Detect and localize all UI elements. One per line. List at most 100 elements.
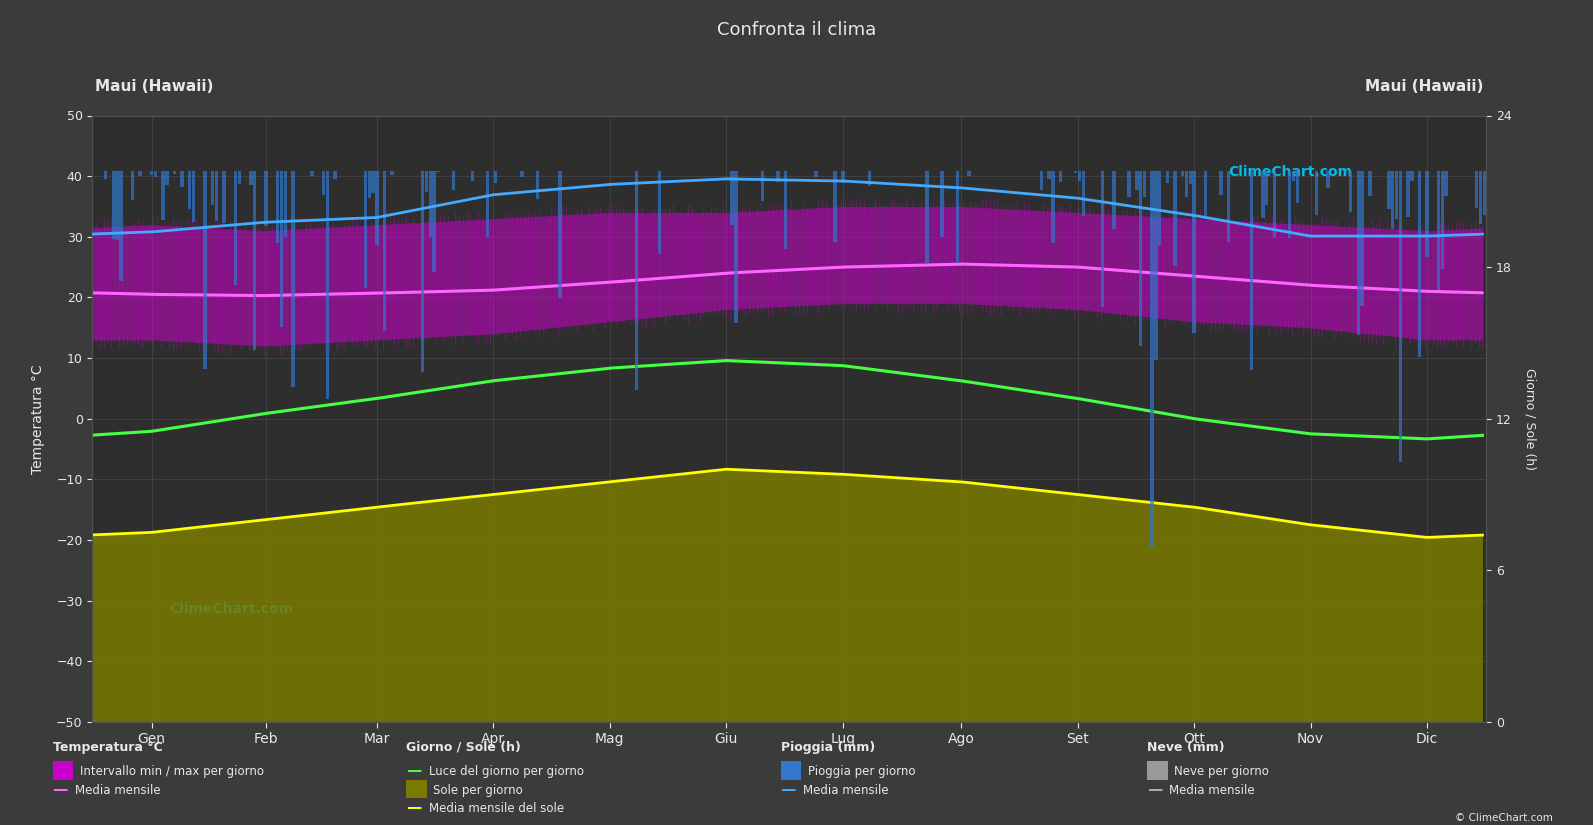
Bar — [1391, 171, 1394, 229]
Bar — [1204, 171, 1207, 219]
Bar — [172, 171, 177, 174]
Bar — [249, 171, 253, 185]
Bar — [1483, 171, 1486, 215]
Bar — [494, 171, 497, 183]
Bar — [1295, 171, 1298, 203]
Bar — [429, 171, 432, 237]
Bar — [188, 171, 191, 209]
Text: © ClimeChart.com: © ClimeChart.com — [1456, 813, 1553, 823]
Text: Giorno / Sole (h): Giorno / Sole (h) — [406, 741, 521, 754]
Bar — [150, 171, 153, 175]
Bar — [264, 171, 268, 226]
Bar — [1407, 171, 1410, 217]
Bar — [486, 171, 489, 237]
Bar — [161, 171, 164, 220]
Bar — [535, 171, 538, 199]
Text: Media mensile del sole: Media mensile del sole — [429, 802, 564, 815]
Bar — [119, 171, 123, 281]
Bar — [276, 171, 279, 243]
Bar — [1185, 171, 1188, 197]
Text: Media mensile: Media mensile — [803, 784, 889, 797]
Bar — [730, 171, 734, 225]
Bar — [390, 171, 393, 175]
Bar — [784, 171, 787, 249]
Bar — [368, 171, 371, 198]
Bar — [1150, 171, 1153, 548]
Bar — [1059, 171, 1063, 182]
Bar — [1426, 171, 1429, 257]
Text: —: — — [406, 763, 422, 779]
Bar — [234, 171, 237, 285]
Bar — [776, 171, 779, 182]
Bar — [1314, 171, 1317, 215]
Bar — [1040, 171, 1043, 191]
Bar — [425, 171, 429, 192]
Bar — [1158, 171, 1161, 247]
Bar — [1395, 171, 1399, 219]
Bar — [1219, 171, 1222, 195]
Text: —: — — [53, 781, 68, 797]
Bar — [1418, 171, 1421, 357]
Text: —: — — [1147, 781, 1163, 797]
Text: Media mensile: Media mensile — [1169, 784, 1255, 797]
Bar — [1357, 171, 1360, 335]
Bar — [1139, 171, 1142, 346]
Bar — [734, 171, 738, 323]
Y-axis label: Temperatura °C: Temperatura °C — [30, 364, 45, 474]
Bar — [421, 171, 424, 372]
Bar — [1399, 171, 1402, 462]
Bar — [470, 171, 475, 181]
Bar — [237, 171, 241, 184]
Bar — [1388, 171, 1391, 209]
Text: —: — — [781, 781, 796, 797]
Bar — [1262, 171, 1265, 219]
Text: ClimeChart.com: ClimeChart.com — [169, 601, 293, 615]
Bar — [833, 171, 836, 242]
Bar — [1287, 171, 1292, 238]
Text: —: — — [406, 799, 422, 815]
Bar — [280, 171, 284, 327]
Bar — [382, 171, 386, 331]
Bar — [204, 171, 207, 369]
Bar — [1155, 171, 1158, 360]
Bar — [1112, 171, 1115, 229]
Bar — [166, 171, 169, 185]
Bar — [1188, 171, 1192, 184]
Bar — [333, 171, 336, 179]
Bar — [1082, 171, 1085, 216]
Bar — [1440, 171, 1445, 269]
Text: Media mensile: Media mensile — [75, 784, 161, 797]
Text: ClimeChart.com: ClimeChart.com — [1228, 165, 1352, 179]
Bar — [1051, 171, 1055, 243]
Bar — [1180, 171, 1184, 176]
Bar — [1445, 171, 1448, 196]
Bar — [636, 171, 639, 389]
Bar — [116, 171, 119, 240]
Bar — [658, 171, 661, 254]
Text: Maui (Hawaii): Maui (Hawaii) — [1365, 79, 1483, 94]
Text: Temperatura °C: Temperatura °C — [53, 741, 162, 754]
Text: Neve (mm): Neve (mm) — [1147, 741, 1225, 754]
Bar — [1166, 171, 1169, 183]
Bar — [432, 171, 436, 271]
Bar — [1078, 171, 1082, 182]
Bar — [1101, 171, 1104, 307]
Bar — [311, 171, 314, 177]
Bar — [1368, 171, 1372, 196]
Bar — [1273, 171, 1276, 238]
Text: Intervallo min / max per giorno: Intervallo min / max per giorno — [80, 766, 264, 779]
Bar — [371, 171, 374, 193]
Bar — [1128, 171, 1131, 197]
Bar — [104, 171, 107, 179]
Y-axis label: Giorno / Sole (h): Giorno / Sole (h) — [1525, 368, 1537, 469]
Bar — [436, 171, 440, 172]
Bar — [841, 171, 844, 183]
Text: Confronta il clima: Confronta il clima — [717, 21, 876, 39]
Bar — [139, 171, 142, 176]
Bar — [1292, 171, 1295, 182]
Bar — [1136, 171, 1139, 191]
Bar — [868, 171, 871, 186]
Bar — [1325, 171, 1330, 188]
Bar — [1475, 171, 1478, 208]
Bar — [926, 171, 929, 264]
